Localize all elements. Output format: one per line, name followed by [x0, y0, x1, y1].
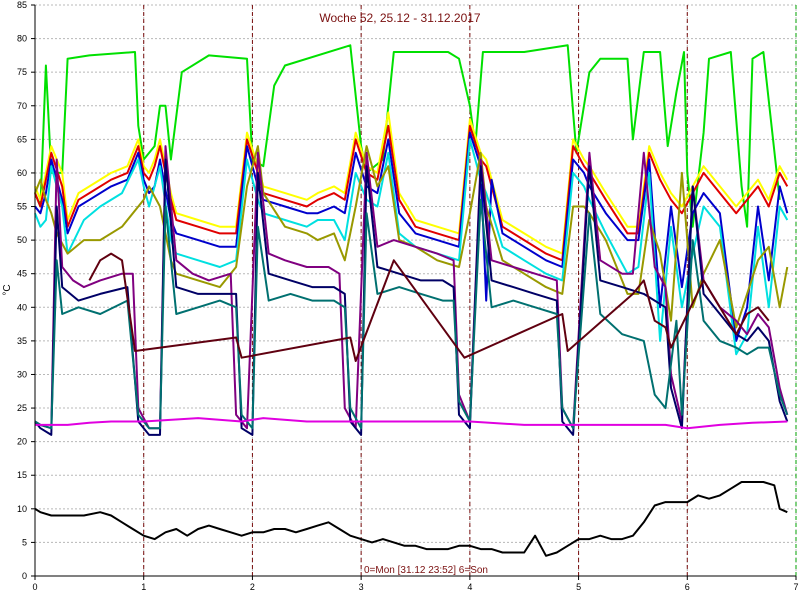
series-group [34, 44, 789, 557]
y-axis-label: °C [2, 284, 13, 295]
y-tick-label: 85 [17, 0, 27, 10]
series-line [35, 417, 788, 430]
series-line [34, 44, 781, 228]
x-tick-label: 5 [576, 582, 581, 592]
series-line [34, 158, 789, 436]
y-tick-label: 70 [17, 101, 27, 111]
series-line [34, 481, 788, 557]
y-tick-label: 60 [17, 168, 27, 178]
y-tick-label: 35 [17, 336, 27, 346]
series-line [34, 131, 789, 342]
x-tick-label: 2 [250, 582, 255, 592]
x-tick-label: 1 [141, 582, 146, 592]
series-line [34, 111, 789, 255]
y-tick-label: 30 [17, 369, 27, 379]
x-tick-label: 3 [359, 582, 364, 592]
y-tick-label: 20 [17, 437, 27, 447]
y-tick-label: 65 [17, 134, 27, 144]
y-tick-label: 80 [17, 34, 27, 44]
x-tick-label: 7 [793, 582, 798, 592]
series-line [88, 252, 770, 362]
y-tick-label: 50 [17, 235, 27, 245]
y-tick-label: 45 [17, 269, 27, 279]
y-tick-label: 25 [17, 403, 27, 413]
x-tick-label: 0 [32, 582, 37, 592]
x-tick-label: 6 [685, 582, 690, 592]
x-tick-label: 4 [467, 582, 472, 592]
chart-title: Woche 52, 25.12 - 31.12.2017 [319, 11, 481, 25]
y-tick-label: 0 [22, 571, 27, 581]
y-tick-label: 15 [17, 470, 27, 480]
y-tick-label: 10 [17, 504, 27, 514]
series-line [34, 138, 789, 356]
series-line [34, 145, 789, 329]
y-tick-label: 75 [17, 67, 27, 77]
series-line [34, 124, 789, 262]
series-line [34, 198, 789, 430]
y-tick-label: 5 [22, 537, 27, 547]
y-tick-label: 40 [17, 302, 27, 312]
x-axis-caption: 0=Mon [31.12 23:52] 6=Son [364, 565, 488, 576]
y-tick-label: 55 [17, 202, 27, 212]
